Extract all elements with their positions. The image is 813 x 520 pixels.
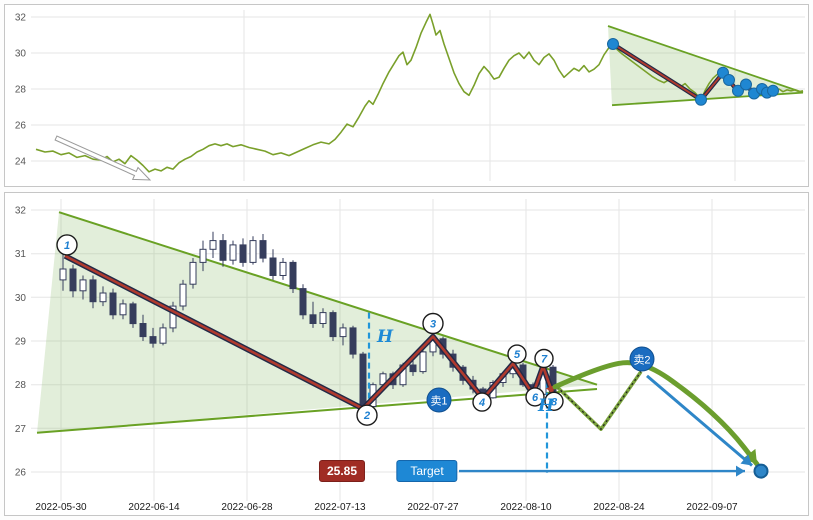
svg-text:2022-07-13: 2022-07-13 — [314, 502, 366, 513]
svg-text:31: 31 — [15, 249, 27, 260]
candlestick-panel: 2022-05-30 2022-06-14 2022-06-28 2022-07-13… — [4, 192, 809, 516]
svg-text:30: 30 — [15, 293, 27, 304]
svg-text:1: 1 — [64, 240, 70, 252]
falling-wedge — [36, 211, 598, 434]
svg-text:32: 32 — [15, 13, 27, 24]
wave-markers: 1 2 3 4 5 6 7 8 — [56, 234, 564, 426]
svg-text:2022-09-07: 2022-09-07 — [686, 502, 738, 513]
svg-text:2022-06-14: 2022-06-14 — [128, 502, 180, 513]
svg-text:7: 7 — [541, 354, 548, 366]
svg-text:4: 4 — [478, 397, 485, 409]
svg-text:2: 2 — [363, 410, 370, 422]
top-grid-layer: 32 30 28 26 24 — [15, 10, 805, 181]
svg-text:30: 30 — [15, 49, 27, 60]
svg-text:26: 26 — [15, 468, 27, 479]
svg-text:27: 27 — [15, 424, 27, 435]
svg-text:26: 26 — [15, 121, 27, 132]
svg-text:2022-06-28: 2022-06-28 — [221, 502, 273, 513]
bottom-grid-layer: 2022-05-30 2022-06-14 2022-06-28 2022-07-13… — [15, 199, 805, 513]
svg-text:6: 6 — [532, 392, 539, 404]
svg-text:5: 5 — [514, 349, 521, 361]
svg-text:2022-08-10: 2022-08-10 — [500, 502, 552, 513]
pivot-dots — [607, 38, 779, 106]
svg-text:2022-05-30: 2022-05-30 — [35, 502, 87, 513]
svg-text:3: 3 — [430, 319, 436, 331]
svg-text:2022-08-24: 2022-08-24 — [593, 502, 645, 513]
svg-text:28: 28 — [15, 380, 27, 391]
target-end-dot — [753, 463, 769, 479]
svg-text:24: 24 — [15, 157, 27, 168]
svg-text:28: 28 — [15, 85, 27, 96]
target-arrow — [459, 465, 745, 477]
overview-price-panel: 32 30 28 26 24 — [4, 4, 809, 187]
svg-text:2022-07-27: 2022-07-27 — [407, 502, 459, 513]
overview-line-chart: 32 30 28 26 24 — [15, 10, 805, 181]
downtrend-arrow-icon — [54, 135, 152, 181]
projection-path — [552, 360, 760, 467]
svg-text:29: 29 — [15, 337, 27, 348]
candlestick-chart: 2022-05-30 2022-06-14 2022-06-28 2022-07-13… — [15, 199, 805, 513]
price-line — [35, 13, 804, 173]
svg-text:32: 32 — [15, 206, 27, 217]
svg-text:8: 8 — [551, 396, 558, 408]
sell2-target-arrow — [646, 374, 753, 467]
